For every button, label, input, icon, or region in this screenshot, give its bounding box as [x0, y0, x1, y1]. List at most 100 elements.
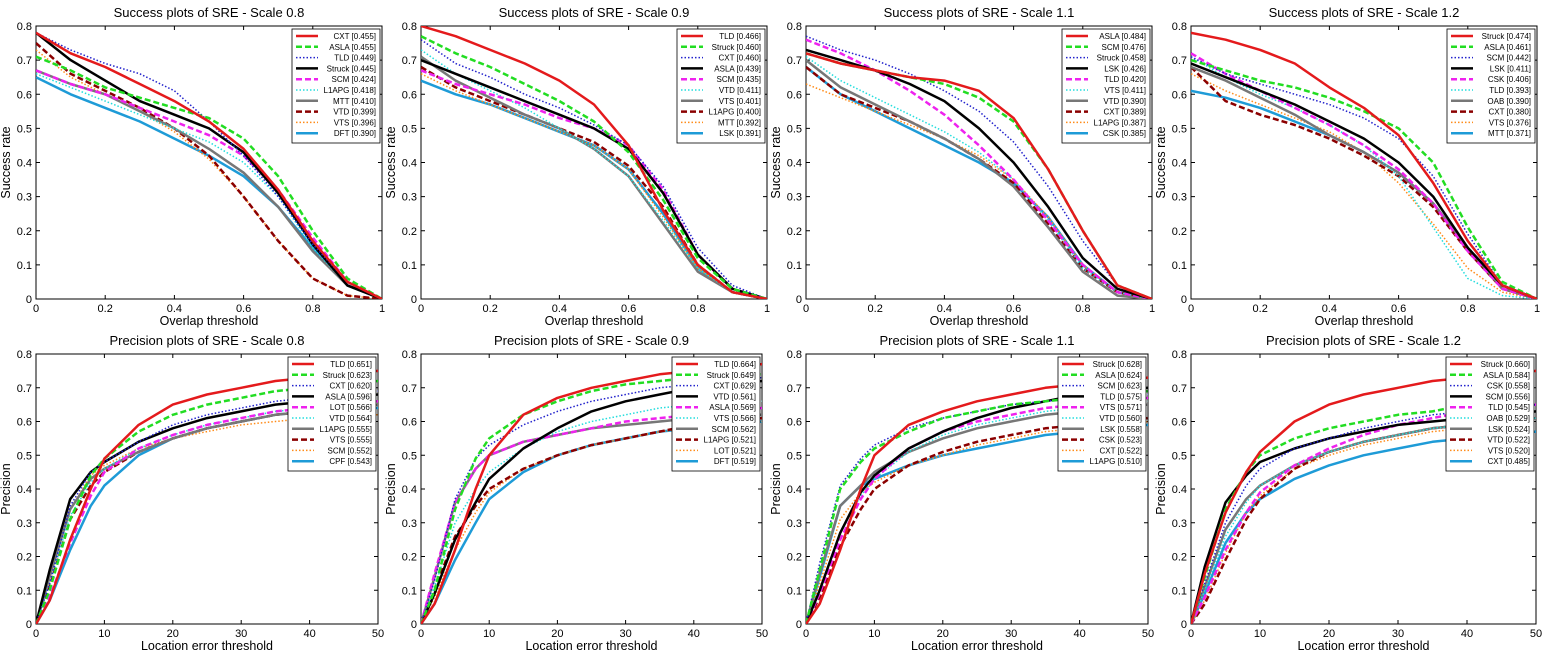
chart-panel-6: 0 10 20 30 40 50 0 0.1 0.2 0.3 0.4 0.5 0.6 0.7 0.8 Prec… — [384, 333, 768, 653]
legend-entry: SCM [0.435] — [717, 75, 761, 84]
y-tick-label: 0.2 — [402, 552, 417, 564]
y-tick-label: 0.5 — [402, 450, 417, 462]
series-line — [36, 42, 382, 299]
y-tick-label: 0.7 — [402, 383, 417, 395]
y-tick-label: 0.5 — [787, 450, 802, 462]
series-line — [1191, 31, 1537, 299]
legend-entry: VTD [0.564] — [329, 414, 372, 423]
x-tick-label: 20 — [937, 628, 949, 640]
chart-title: Precision plots of SRE - Scale 1.1 — [879, 333, 1074, 348]
y-tick-label: 0.6 — [402, 417, 417, 429]
y-tick-label: 0.8 — [402, 349, 417, 361]
y-tick-label: 0.2 — [787, 552, 802, 564]
x-tick-label: 40 — [1073, 628, 1085, 640]
legend-entry: CXT [0.380] — [1488, 108, 1531, 117]
legend-entry: CSK [0.558] — [1487, 382, 1530, 391]
legend: TLD [0.651] Struck [0.623] CXT [0.620]ASLA… — [287, 356, 377, 472]
y-axis-label: Success rate — [769, 126, 783, 198]
x-tick-label: 50 — [372, 628, 384, 640]
y-tick-label: 0.2 — [787, 226, 802, 238]
series-line — [421, 26, 767, 299]
series-line — [36, 73, 382, 299]
y-tick-label: 0.1 — [17, 585, 32, 597]
chart-title: Success plots of SRE - Scale 0.8 — [114, 5, 305, 20]
x-tick-label: 1 — [379, 303, 385, 315]
x-tick-label: 0.8 — [1075, 303, 1090, 315]
x-axis-label: Location error threshold — [1297, 639, 1429, 653]
y-tick-label: 0.4 — [1172, 158, 1187, 170]
y-tick-label: 0 — [411, 619, 417, 631]
legend-entry: VTD [0.411] — [719, 86, 761, 95]
legend: Struck [0.474] ASLA [0.461] SCM [0.442]LSK… — [1446, 28, 1536, 144]
legend-entry: Struck [0.445] — [327, 64, 376, 73]
legend-entry: ASLA [0.596] — [325, 392, 372, 401]
legend-entry: VTD [0.390] — [1103, 97, 1146, 106]
series-line — [1191, 66, 1537, 299]
y-tick-label: 0.4 — [402, 158, 417, 170]
legend-entry: CSK [0.385] — [1103, 129, 1146, 138]
y-tick-label: 0.1 — [787, 260, 802, 272]
legend-entry: MTT [0.410] — [333, 97, 376, 106]
chart-panel-8: 0 10 20 30 40 50 0 0.1 0.2 0.3 0.4 0.5 0.6 0.7 0.8 Prec… — [1154, 333, 1542, 653]
y-tick-label: 0.8 — [787, 349, 802, 361]
legend-entry: LOT [0.566] — [330, 403, 372, 412]
x-tick-label: 10 — [868, 628, 880, 640]
x-tick-label: 0.4 — [552, 303, 567, 315]
x-tick-label: 0 — [803, 303, 809, 315]
y-tick-label: 0.3 — [787, 518, 802, 530]
series-line — [806, 393, 1148, 624]
series-line — [1191, 62, 1537, 299]
legend-entry: TLD [0.466] — [719, 32, 761, 41]
series-group — [36, 31, 382, 299]
y-tick-label: 0.3 — [17, 192, 32, 204]
y-tick-label: 0.3 — [402, 518, 417, 530]
y-tick-label: 0.5 — [1172, 450, 1187, 462]
x-tick-label: 0.8 — [305, 303, 320, 315]
y-tick-label: 0.4 — [17, 158, 32, 170]
legend-entry: CXT [0.629] — [713, 382, 756, 391]
chart-panel-4: 0 0.2 0.4 0.6 0.8 1 0 0.1 0.2 0.3 0.4 0.5 0.6 0.7 0.8 S… — [1154, 5, 1540, 328]
legend-entry: ASLA [0.624] — [1095, 371, 1142, 380]
x-axis-label: Location error threshold — [911, 639, 1043, 653]
legend-entry: OAB [0.529] — [1486, 414, 1530, 423]
legend: TLD [0.466] Struck [0.460] CXT [0.460]ASLA… — [676, 28, 766, 144]
series-line — [806, 83, 1152, 299]
legend: TLD [0.664] Struck [0.649] CXT [0.629]VTD … — [671, 356, 761, 472]
x-tick-label: 50 — [1142, 628, 1154, 640]
y-tick-label: 0.4 — [402, 484, 417, 496]
legend-entry: LSK [0.558] — [1100, 425, 1142, 434]
y-tick-label: 0.8 — [1172, 349, 1187, 361]
legend-entry: Struck [0.474] — [1482, 32, 1531, 41]
x-tick-label: 1 — [1534, 303, 1540, 315]
x-tick-label: 0.2 — [98, 303, 113, 315]
y-tick-label: 0 — [1181, 619, 1187, 631]
legend: Struck [0.660] ASLA [0.584] CSK [0.558]SCM… — [1445, 356, 1535, 472]
legend-entry: CXT [0.389] — [1103, 108, 1146, 117]
legend-entry: ASLA [0.569] — [709, 403, 756, 412]
legend-entry: SCM [0.556] — [1486, 392, 1530, 401]
legend-entry: VTD [0.560] — [1099, 414, 1142, 423]
legend-entry: Struck [0.649] — [707, 371, 756, 380]
x-tick-label: 1 — [764, 303, 770, 315]
y-tick-label: 0.8 — [1172, 21, 1187, 33]
y-tick-label: 0.2 — [1172, 552, 1187, 564]
series-line — [1191, 58, 1537, 299]
series-line — [421, 35, 767, 299]
series-line — [421, 416, 762, 624]
x-tick-label: 30 — [1392, 628, 1404, 640]
x-tick-label: 50 — [756, 628, 768, 640]
series-group — [421, 26, 767, 299]
y-axis-label: Success rate — [0, 126, 13, 198]
legend-entry: TLD [0.575] — [1100, 392, 1142, 401]
y-tick-label: 0.8 — [402, 21, 417, 33]
y-tick-label: 0.7 — [1172, 383, 1187, 395]
x-tick-label: 0.4 — [167, 303, 182, 315]
legend-entry: ASLA [0.439] — [714, 64, 761, 73]
y-tick-label: 0.6 — [17, 89, 32, 101]
legend-entry: CXT [0.460] — [718, 54, 761, 63]
legend-entry: VTS [0.401] — [719, 97, 761, 106]
y-tick-label: 0 — [796, 619, 802, 631]
legend-entry: TLD [0.545] — [1488, 403, 1530, 412]
